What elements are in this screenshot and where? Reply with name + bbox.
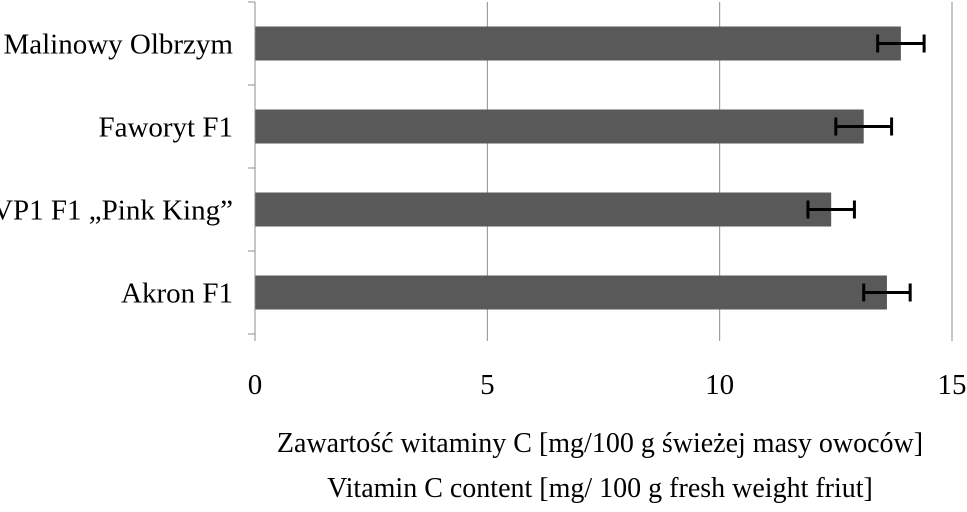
x-tick-label-1: 5 [480, 369, 495, 401]
x-axis-title: Zawartość witaminy C [mg/100 g świeżej m… [277, 428, 923, 459]
category-label-2: VP1 F1 „Pink King” [0, 195, 233, 227]
category-label-3: Akron F1 [121, 278, 233, 310]
category-label-0: Malinowy Olbrzym [3, 29, 233, 61]
x-tick-label-2: 10 [705, 369, 734, 401]
bar-0 [255, 26, 901, 61]
bars [255, 26, 901, 310]
axes [248, 1, 953, 341]
error-bars [806, 34, 926, 302]
tick-labels: 0 5 10 15 [248, 369, 967, 401]
bar-1 [255, 109, 864, 144]
bar-3 [255, 275, 887, 310]
x-axis-title-english: Vitamin C content [mg/ 100 g fresh weigh… [327, 473, 873, 504]
category-label-1: Faworyt F1 [98, 112, 233, 144]
bar-2 [255, 192, 832, 227]
x-tick-label-3: 15 [938, 369, 967, 401]
x-tick-label-0: 0 [248, 369, 263, 401]
category-labels: Malinowy Olbrzym Faworyt F1 VP1 F1 „Pink K… [0, 29, 233, 310]
